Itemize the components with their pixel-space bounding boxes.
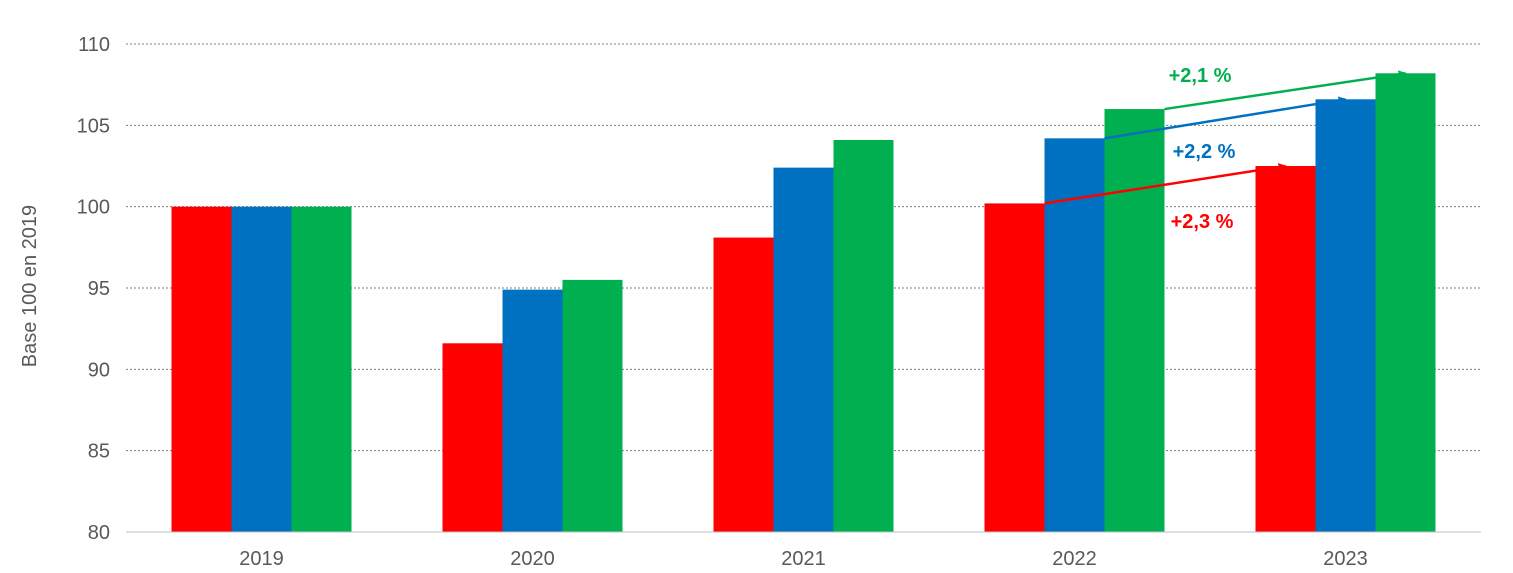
y-tick-label: 95 <box>88 278 110 300</box>
x-tick-label: 2019 <box>239 548 284 570</box>
bar-2022-series-1 <box>1044 138 1105 532</box>
bar-2020-series-0 <box>442 343 503 532</box>
bar-2022-series-0 <box>984 203 1045 532</box>
y-axis-title: Base 100 en 2019 <box>19 205 41 367</box>
y-axis-ticks: 80 85 90 95 100 105 110 <box>77 34 110 544</box>
bar-2021-series-1 <box>773 167 834 533</box>
growth-label: +2,2 % <box>1173 141 1236 163</box>
bar-2023-series-0 <box>1255 166 1316 532</box>
bar-2023-series-1 <box>1315 99 1376 532</box>
growth-label: +2,3 % <box>1171 211 1234 233</box>
bar-2022-series-2 <box>1104 109 1165 533</box>
growth-arrow <box>1044 163 1287 205</box>
y-tick-label: 85 <box>88 441 110 463</box>
y-tick-label: 100 <box>77 197 110 219</box>
y-tick-label: 90 <box>88 359 110 381</box>
y-tick-label: 105 <box>77 115 110 137</box>
bar-2019-series-1 <box>231 206 292 532</box>
growth-annotations: +2,1 % +2,2 % +2,3 % <box>1044 65 1407 233</box>
bar-2021-series-2 <box>833 139 894 532</box>
bar-2020-series-2 <box>562 279 623 532</box>
bar-2021-series-0 <box>713 237 774 532</box>
x-tick-label: 2021 <box>781 548 826 570</box>
y-tick-label: 80 <box>88 522 110 544</box>
growth-arrow <box>1164 70 1407 111</box>
growth-arrow <box>1104 96 1347 140</box>
y-tick-label: 110 <box>78 34 110 56</box>
growth-label: +2,1 % <box>1169 65 1232 87</box>
bars <box>171 73 1436 533</box>
bar-2020-series-1 <box>502 289 563 532</box>
x-tick-label: 2020 <box>510 548 555 570</box>
bar-2023-series-2 <box>1375 73 1436 532</box>
x-axis-ticks: 2019 2020 2021 2022 2023 <box>239 548 1368 570</box>
bar-2019-series-2 <box>291 206 352 532</box>
x-tick-label: 2023 <box>1323 548 1368 570</box>
bar-2019-series-0 <box>171 206 232 532</box>
x-tick-label: 2022 <box>1052 548 1097 570</box>
